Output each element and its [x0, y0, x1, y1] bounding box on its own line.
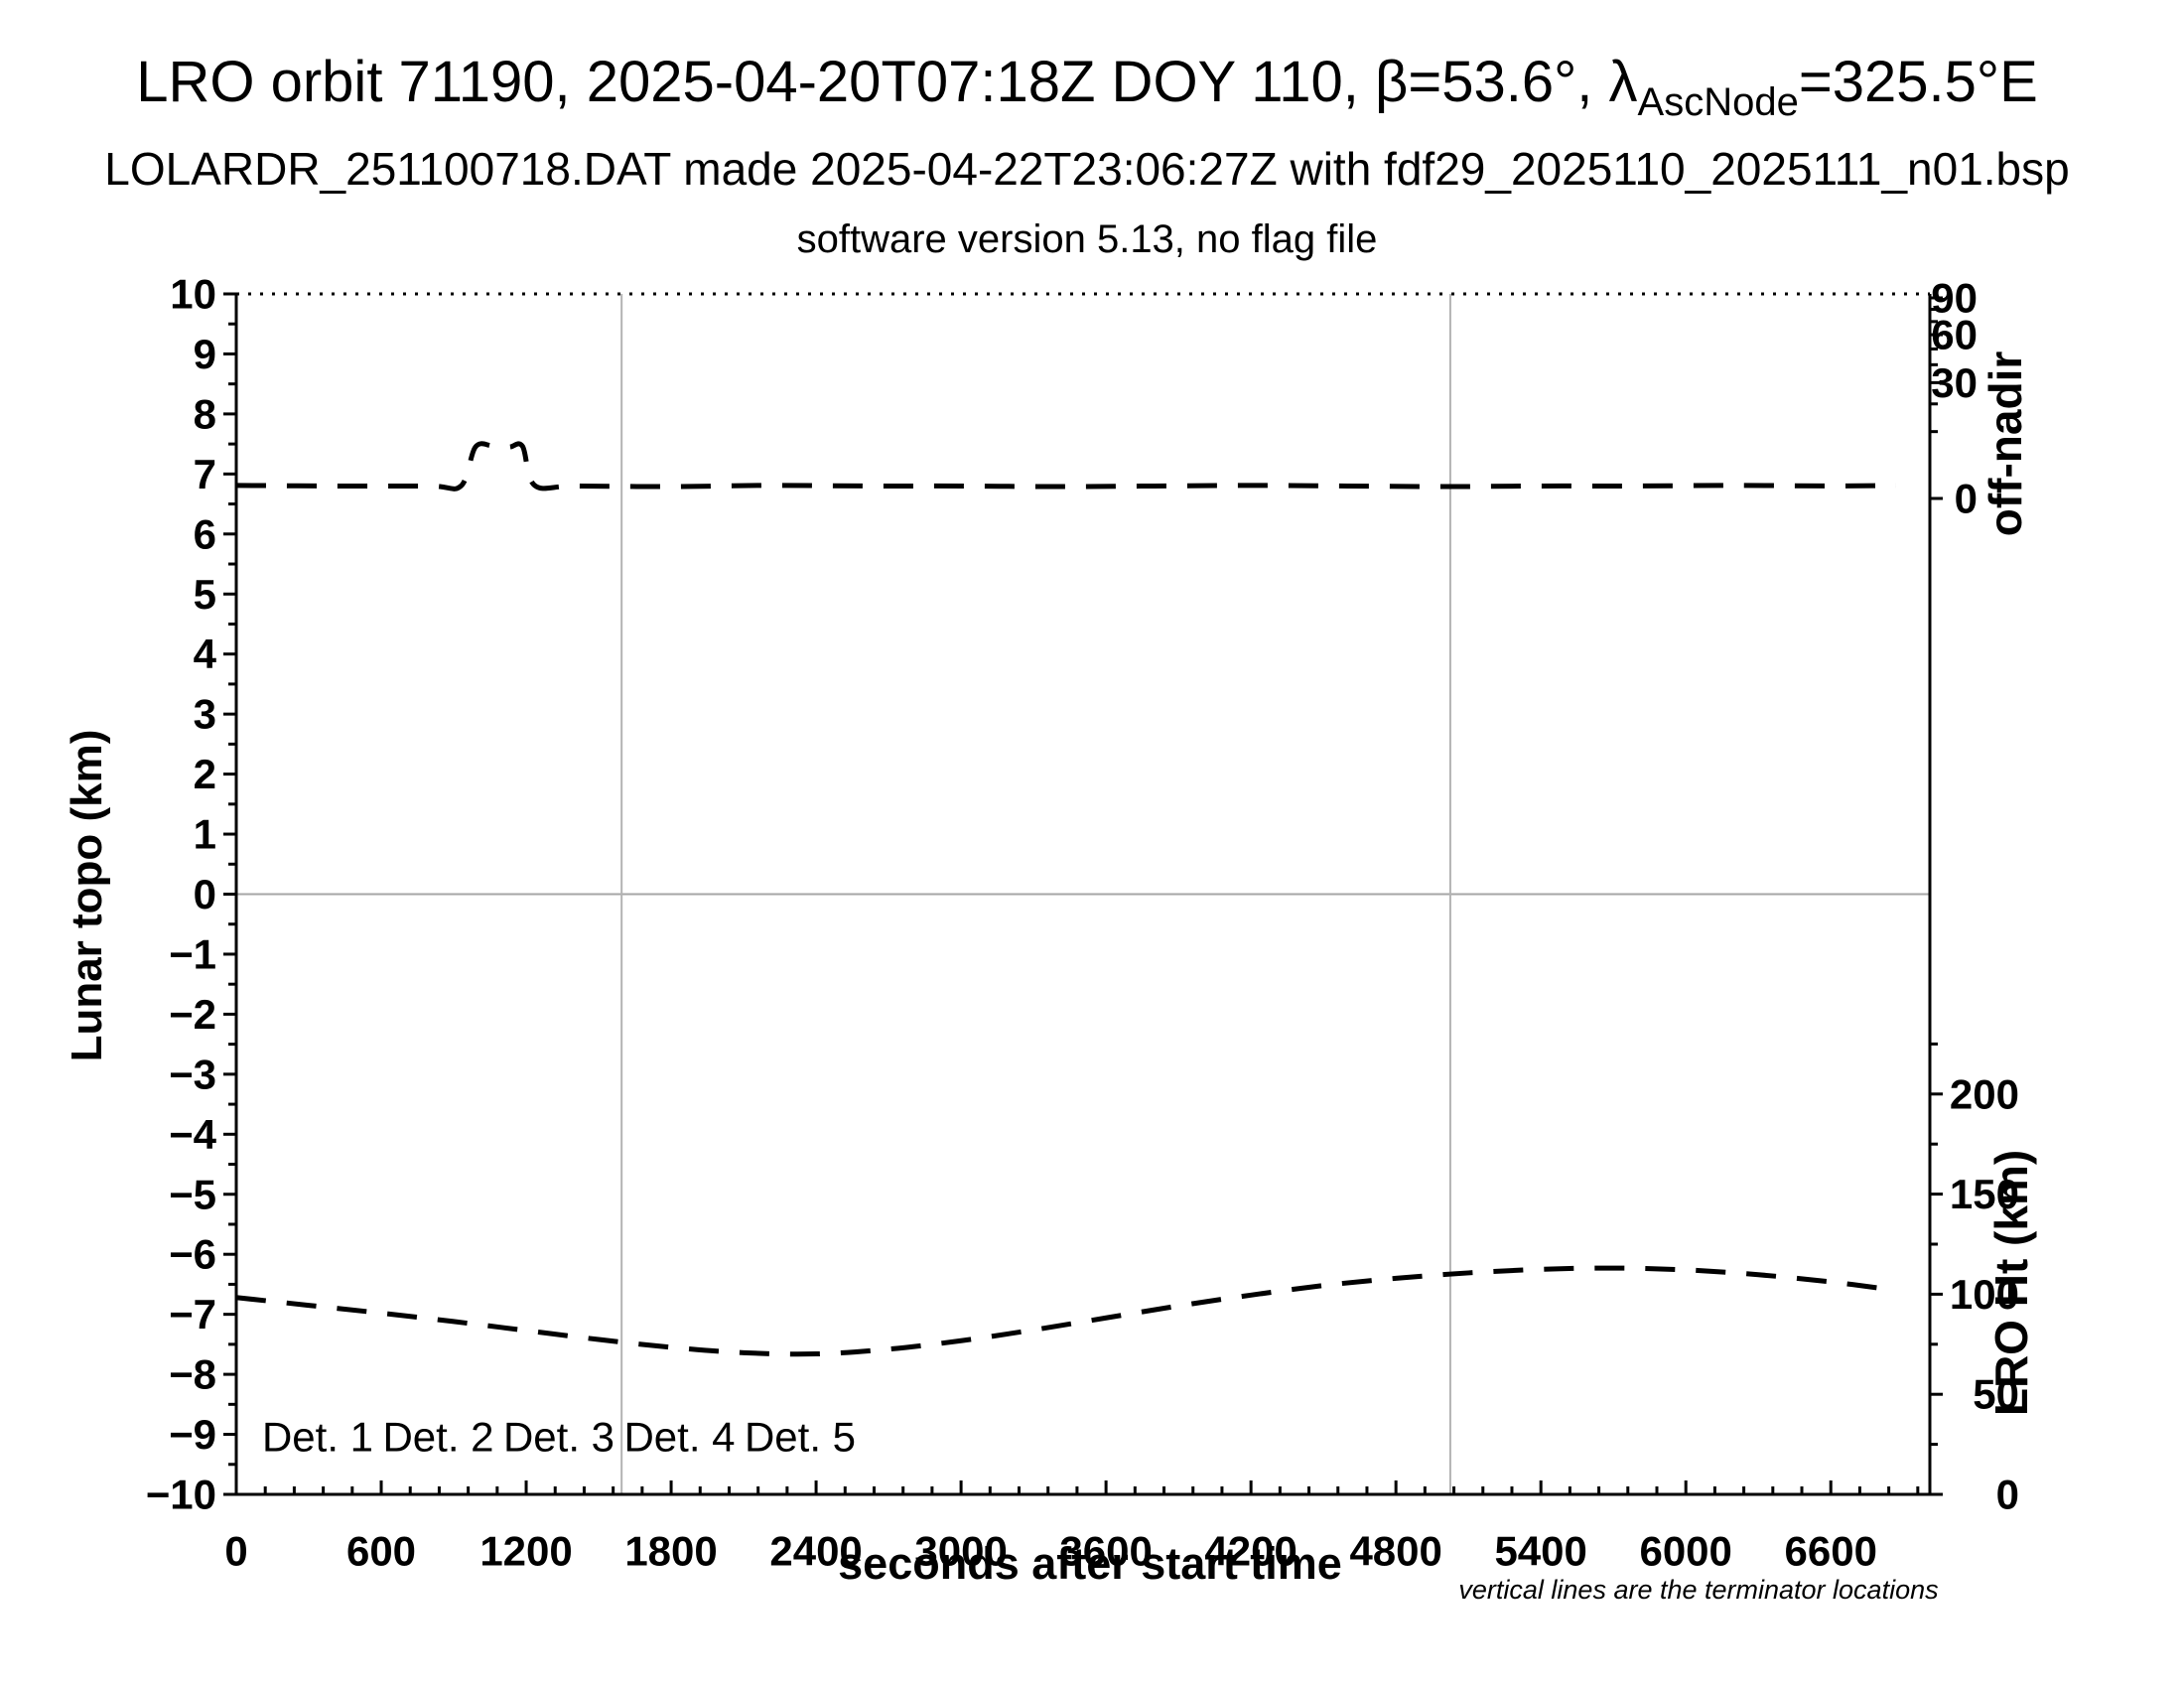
x-tick-label: 6600 — [1785, 1528, 1877, 1575]
legend-item-det-5: Det. 5 — [745, 1414, 856, 1461]
plot-subtitle: LOLARDR_251100718.DAT made 2025-04-22T23… — [104, 143, 2069, 195]
y-left-tick-label: −2 — [169, 991, 216, 1038]
plot-title-subscript: AscNode — [1638, 80, 1799, 124]
lro-height-curve — [235, 1265, 1897, 1357]
offnadir-tick-label: 90 — [1931, 275, 1978, 322]
terminator-footnote: vertical lines are the terminator locati… — [1458, 1575, 1938, 1605]
lro-ht-tick-label: 200 — [1950, 1070, 2019, 1117]
curves-layer — [235, 441, 1897, 1357]
x-tick-label: 6000 — [1639, 1528, 1731, 1575]
y-right-height-axis-label: LRO Ht (km) — [1985, 1150, 2037, 1416]
lro-ht-tick-label: 0 — [1996, 1472, 2019, 1518]
plot-title-end: =325.5°E — [1799, 50, 2038, 114]
x-axis-label: seconds after start time — [838, 1538, 1342, 1589]
plot-title-main: LRO orbit 71190, 2025-04-20T07:18Z DOY 1… — [136, 50, 1637, 114]
y-left-tick-label: −5 — [169, 1171, 216, 1217]
y-left-tick-label: 0 — [194, 871, 216, 917]
y-left-tick-label: −6 — [169, 1231, 216, 1278]
offnadir-tick-label: 30 — [1931, 359, 1978, 406]
lro-ht-tick-label: 150 — [1950, 1171, 2019, 1217]
y-left-tick-label: −8 — [169, 1351, 216, 1398]
y-left-tick-label: −7 — [169, 1291, 216, 1337]
software-version-line: software version 5.13, no flag file — [797, 217, 1378, 261]
lro-ht-tick-label: 100 — [1950, 1271, 2019, 1318]
legend-item-det-2: Det. 2 — [382, 1414, 493, 1461]
y-left-tick-label: −3 — [169, 1051, 216, 1097]
y-left-tick-label: 1 — [194, 811, 216, 858]
y-left-tick-label: 9 — [194, 331, 216, 377]
y-left-tick-label: 5 — [194, 571, 216, 618]
x-tick-label: 1800 — [624, 1528, 717, 1575]
x-tick-label: 4200 — [1204, 1528, 1297, 1575]
y-left-tick-label: −1 — [169, 930, 216, 977]
lro-ht-tick-label: 50 — [1973, 1371, 2019, 1418]
gridlines-layer — [236, 294, 1930, 1494]
y-left-tick-label: −10 — [146, 1472, 216, 1518]
x-tick-label: 0 — [224, 1528, 247, 1575]
legend-item-det-4: Det. 4 — [623, 1414, 735, 1461]
y-left-axis-label: Lunar topo (km) — [63, 730, 111, 1062]
y-left-tick-label: −4 — [169, 1111, 217, 1158]
offnadir-tick-label: 60 — [1931, 312, 1978, 358]
x-tick-label: 3000 — [914, 1528, 1007, 1575]
x-tick-label: 4800 — [1349, 1528, 1441, 1575]
y-left-tick-label: 2 — [194, 751, 216, 797]
y-right-offnadir-axis-label: off-nadir — [1979, 352, 2031, 537]
y-left-tick-label: −9 — [169, 1411, 216, 1458]
ticks-layer: 0 600 1200 1800 2400 3000 3600 4200 4800 5400 6000… — [146, 271, 2019, 1575]
offnadir-tick-label: 0 — [1955, 476, 1978, 522]
x-tick-label: 5400 — [1494, 1528, 1586, 1575]
x-tick-label: 600 — [346, 1528, 416, 1575]
y-left-tick-label: 10 — [170, 271, 216, 318]
y-left-tick-label: 6 — [194, 510, 216, 557]
x-tick-label: 3600 — [1059, 1528, 1152, 1575]
legend: Det. 1 Det. 2 Det. 3 Det. 4 Det. 5 — [262, 1414, 856, 1461]
y-left-tick-label: 8 — [194, 390, 216, 437]
plot-title: LRO orbit 71190, 2025-04-20T07:18Z DOY 1… — [136, 50, 2038, 124]
y-left-tick-label: 3 — [194, 691, 216, 738]
legend-item-det-3: Det. 3 — [503, 1414, 614, 1461]
legend-item-det-1: Det. 1 — [262, 1414, 373, 1461]
x-tick-label: 1200 — [479, 1528, 572, 1575]
off-nadir-curve — [235, 441, 1896, 492]
y-left-tick-label: 7 — [194, 451, 216, 497]
y-left-tick-label: 4 — [194, 631, 217, 677]
x-tick-label: 2400 — [769, 1528, 862, 1575]
